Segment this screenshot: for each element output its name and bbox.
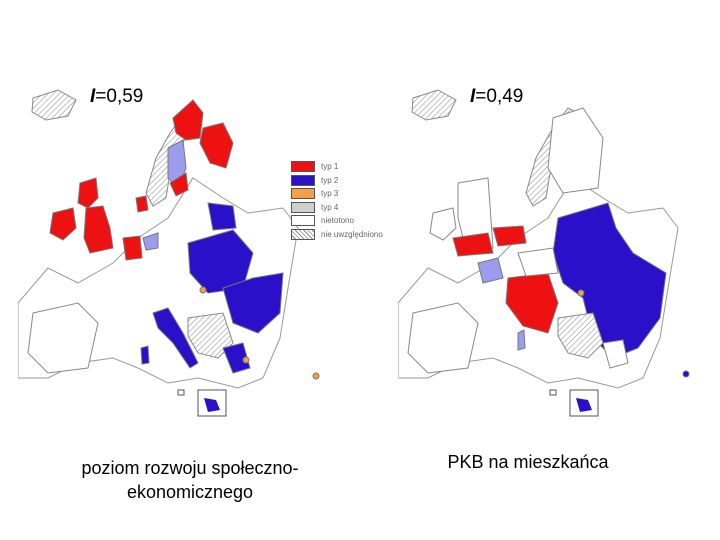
- greece-white-region: [602, 339, 629, 369]
- sweden-south-region: [169, 172, 189, 197]
- legend-row: typ 3: [291, 187, 411, 201]
- legend-label: nietotono: [321, 216, 354, 226]
- legend-swatch: [291, 228, 315, 240]
- caption-left: poziom rozwoju społeczno- ekonomicznego: [40, 456, 340, 504]
- scandinavia-region: [547, 107, 604, 194]
- legend-row: typ 1: [291, 160, 411, 174]
- legend-label: typ 3: [321, 189, 339, 199]
- orange-spot-1: [577, 289, 585, 297]
- legend-label: typ 1: [321, 162, 339, 172]
- sardinia-light-region: [517, 329, 526, 351]
- romania-region: [222, 272, 284, 334]
- iberia-region: [407, 302, 479, 374]
- legend-row: typ 4: [291, 201, 411, 215]
- legend-swatch: [291, 201, 315, 213]
- france-light-region: [477, 257, 504, 284]
- poland-white-region: [517, 247, 559, 277]
- germany-light-region: [142, 232, 159, 251]
- map-legend: typ 1 typ 2 typ 3 typ 4 nietotono nie uwzględ…: [291, 160, 411, 241]
- orange-spot-3: [312, 372, 320, 380]
- legend-row: nietotono: [291, 214, 411, 228]
- caption-line: ekonomicznego: [126, 482, 254, 502]
- orange-spot-2: [682, 370, 690, 378]
- sardinia-region: [140, 345, 150, 365]
- inset-region: [576, 398, 592, 412]
- balkan-hatched-region: [557, 312, 604, 359]
- stat-label-left: I=0,59: [90, 86, 143, 108]
- map-panel-socioeconomic: [18, 78, 323, 418]
- italy-region: [152, 307, 199, 369]
- legend-swatch: [291, 215, 315, 227]
- legend-label: nie uwzględniono: [321, 229, 383, 239]
- caption-right: PKB na mieszkańca: [398, 450, 658, 474]
- legend-swatch: [291, 174, 315, 186]
- iceland-region: [411, 89, 457, 121]
- eastern-blue-region: [552, 202, 667, 359]
- legend-swatch: [291, 188, 315, 200]
- caption-line: PKB na mieszkańca: [447, 452, 609, 472]
- scotland-region: [77, 177, 99, 209]
- stat-symbol: I: [90, 86, 96, 107]
- caption-line: poziom rozwoju społeczno-: [81, 458, 299, 478]
- germany-red-region: [492, 225, 527, 247]
- baltic-region: [207, 202, 237, 231]
- greece-region: [222, 342, 251, 374]
- legend-label: typ 4: [321, 202, 339, 212]
- ireland-region: [49, 207, 77, 241]
- stat-symbol: I: [470, 86, 476, 107]
- benelux-region: [122, 235, 143, 261]
- denmark-region: [135, 195, 149, 213]
- finland-region: [199, 122, 234, 169]
- europe-map-right: [398, 89, 690, 417]
- benelux-red-region: [452, 232, 494, 257]
- inset-marker: [177, 389, 185, 396]
- legend-swatch: [291, 161, 315, 173]
- europe-map-left: [18, 89, 320, 417]
- legend-row: nie uwzględniono: [291, 228, 411, 242]
- ireland-region: [429, 207, 457, 241]
- stat-value: =0,59: [95, 86, 144, 107]
- sweden-north-region: [172, 99, 204, 141]
- legend-row: typ 2: [291, 174, 411, 188]
- balkan-hatched-region: [187, 312, 234, 359]
- inset-marker: [549, 389, 557, 396]
- inset-region: [204, 398, 220, 412]
- orange-spot-2: [242, 356, 250, 364]
- england-region: [83, 205, 114, 254]
- orange-spot-1: [199, 286, 207, 294]
- iberia-region: [27, 302, 99, 374]
- iceland-region: [31, 89, 77, 121]
- stat-value: =0,49: [475, 86, 524, 107]
- legend-label: typ 2: [321, 175, 339, 185]
- map-panel-gdp: [398, 78, 703, 418]
- stat-label-right: I=0,49: [470, 86, 523, 108]
